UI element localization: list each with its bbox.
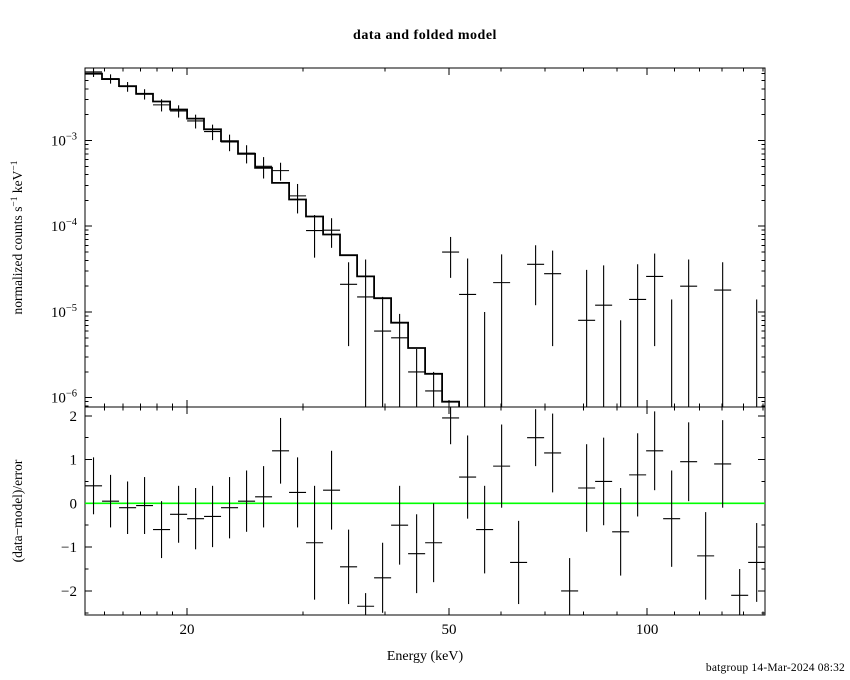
plot-title: data and folded model	[353, 28, 497, 43]
axis-titles: Energy (keV) normalized counts s−1 keV−1 (…	[10, 160, 463, 664]
bottom-y-axis-title: (data−model)/error	[10, 459, 25, 562]
top-y-axis-title: normalized counts s−1 keV−1	[10, 160, 25, 314]
svg-text:20: 20	[179, 622, 194, 638]
model-line	[85, 72, 460, 407]
svg-text:100: 100	[636, 622, 659, 638]
svg-text:1: 1	[70, 453, 78, 469]
svg-text:−2: −2	[61, 584, 77, 600]
svg-text:10−5: 10−5	[51, 303, 77, 321]
svg-text:10−4: 10−4	[51, 217, 78, 235]
svg-text:10−3: 10−3	[51, 131, 77, 149]
residual-points	[85, 407, 765, 615]
svg-text:50: 50	[441, 622, 456, 638]
svg-text:0: 0	[70, 496, 78, 512]
axes	[84, 67, 766, 616]
tick-labels: 20 50 100 10−3 10−4 10−5 10−6 −2 −1 0 1 2	[51, 131, 659, 638]
svg-text:2: 2	[70, 409, 78, 425]
svg-text:−1: −1	[61, 540, 77, 556]
x-axis-title: Energy (keV)	[387, 649, 464, 664]
data-points	[85, 68, 758, 407]
timestamp-label: batgroup 14-Mar-2024 08:32	[705, 662, 845, 674]
svg-text:10−6: 10−6	[51, 389, 77, 407]
